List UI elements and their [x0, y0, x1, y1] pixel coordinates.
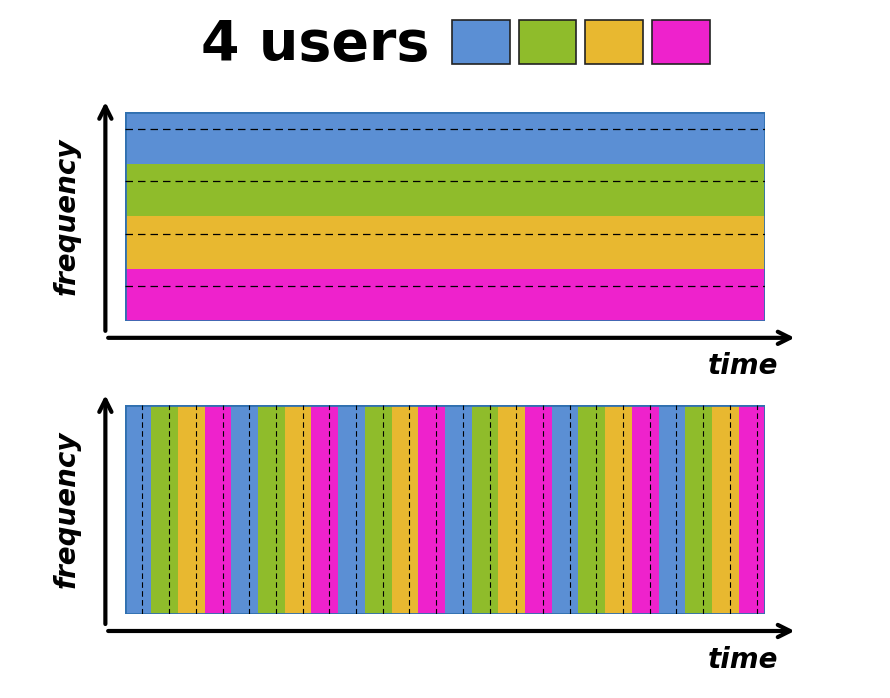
Bar [525, 405, 552, 614]
Bar [392, 405, 418, 614]
Bar [125, 112, 765, 164]
Bar [498, 405, 525, 614]
Text: frequency: frequency [53, 431, 81, 588]
Bar [685, 405, 712, 614]
Bar [125, 164, 765, 216]
Bar [125, 269, 765, 321]
Bar [258, 405, 285, 614]
Bar [651, 20, 709, 64]
Text: frequency: frequency [53, 138, 81, 295]
Bar [312, 405, 338, 614]
Bar [338, 405, 365, 614]
Bar [151, 405, 178, 614]
Bar [605, 405, 632, 614]
Bar [178, 405, 205, 614]
Bar [519, 20, 577, 64]
Bar [445, 405, 472, 614]
Bar [472, 405, 498, 614]
Bar [125, 405, 151, 614]
Text: time: time [708, 352, 778, 380]
Bar [659, 405, 685, 614]
Bar [552, 405, 578, 614]
Bar [632, 405, 659, 614]
Bar [578, 405, 605, 614]
Bar [712, 405, 739, 614]
Bar [586, 20, 643, 64]
Bar [125, 216, 765, 269]
Bar [418, 405, 445, 614]
Bar [285, 405, 312, 614]
Text: 4 users: 4 users [200, 17, 429, 72]
Text: time: time [708, 646, 778, 674]
Bar [739, 405, 765, 614]
Bar [231, 405, 258, 614]
Bar [205, 405, 231, 614]
Bar [365, 405, 392, 614]
Bar [452, 20, 510, 64]
